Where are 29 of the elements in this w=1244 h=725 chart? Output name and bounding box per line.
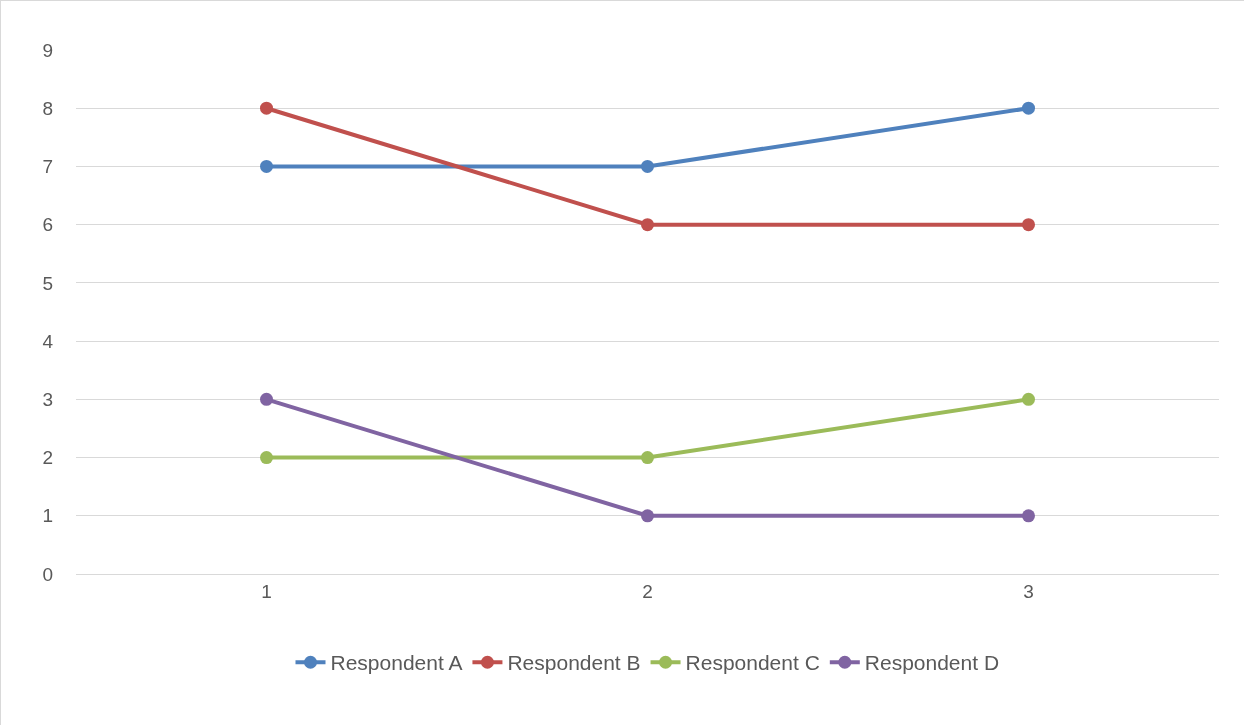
point [260, 101, 273, 115]
point [641, 159, 654, 173]
point [641, 509, 654, 523]
x-tick-label: 3 [1023, 580, 1034, 602]
y-tick-label: 6 [42, 214, 53, 236]
y-tick-label: 3 [42, 388, 53, 410]
legend-label: Respondent B [507, 651, 641, 675]
legend-label: Respondent A [330, 651, 463, 675]
y-tick-label: 4 [42, 330, 54, 352]
legend-label: Respondent C [685, 651, 820, 675]
y-tick-label: 0 [42, 563, 53, 585]
legend-label: Respondent D [864, 651, 1000, 675]
point [641, 451, 654, 465]
point [1022, 509, 1035, 523]
point [1022, 101, 1035, 115]
y-tick-label: 8 [42, 97, 53, 119]
point [1022, 218, 1035, 232]
point [1022, 392, 1035, 406]
y-tick-label: 2 [42, 447, 53, 469]
point [260, 451, 273, 465]
y-tick-label: 9 [42, 39, 53, 61]
point [260, 159, 273, 173]
y-tick-label: 5 [42, 272, 53, 294]
point [641, 218, 654, 232]
x-tick-label: 2 [642, 580, 653, 602]
x-tick-label: 1 [261, 580, 272, 602]
y-tick-label: 1 [42, 505, 53, 527]
y-tick-label: 7 [42, 156, 53, 178]
point [260, 392, 273, 406]
